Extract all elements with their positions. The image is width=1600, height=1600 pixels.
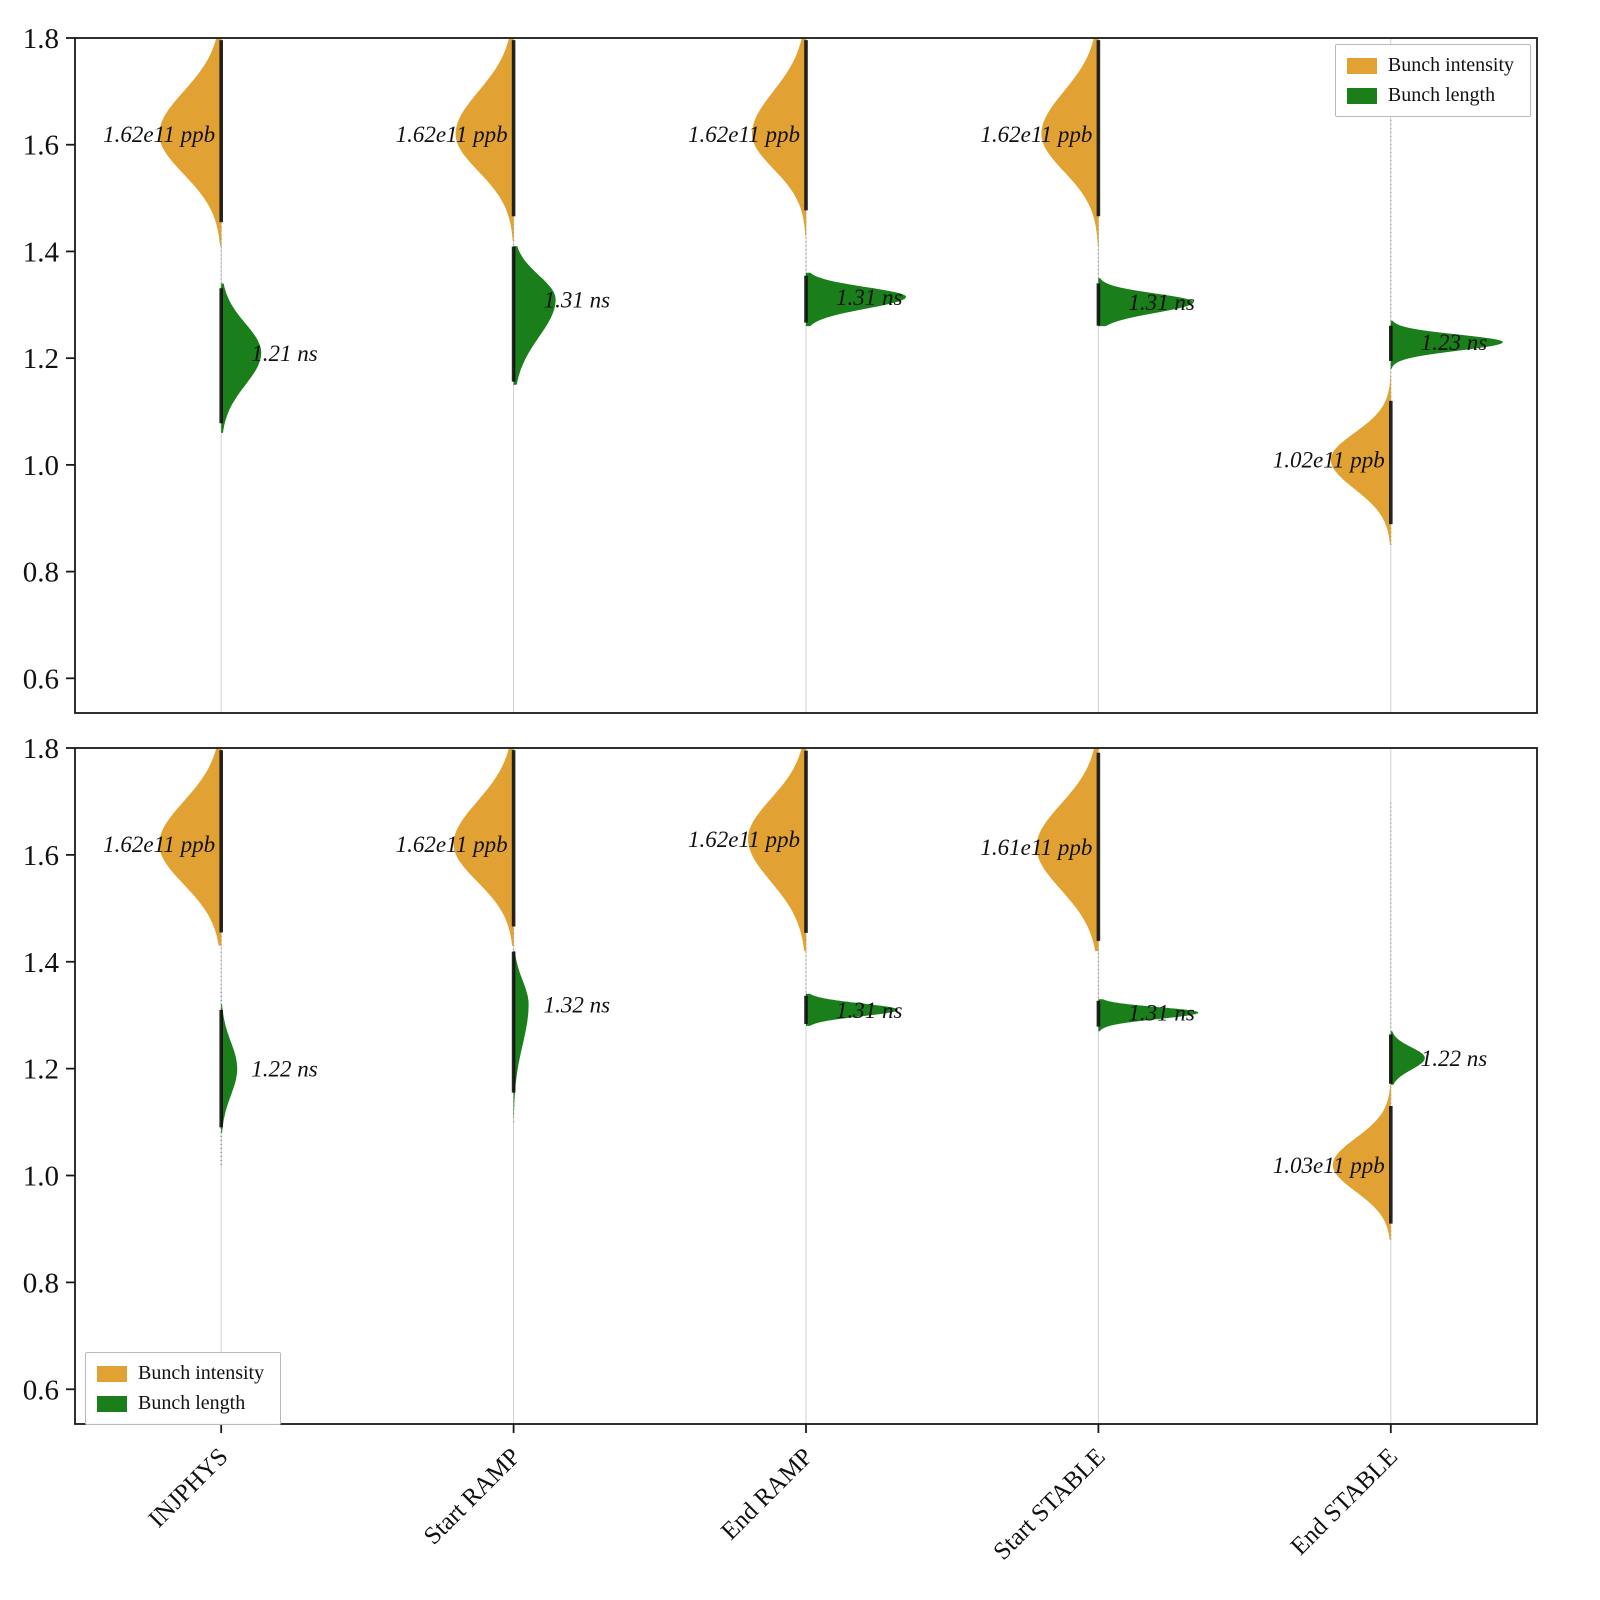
y-tick-label: 0.8 xyxy=(23,557,59,589)
y-tick-label: 1.0 xyxy=(23,450,59,482)
legend-swatch-icon xyxy=(97,1395,127,1412)
x-tick-label-start-stable: Start STABLE xyxy=(988,1443,1110,1565)
violin-bunch-length-end-ramp xyxy=(806,272,906,327)
violin-bunch-intensity-end-stable xyxy=(1330,374,1391,545)
violin-bunch-length-start-ramp xyxy=(513,951,529,1117)
x-tick-label-start-ramp: Start RAMP xyxy=(419,1443,526,1550)
violin-value-label: 1.03e11 ppb xyxy=(1273,1153,1385,1178)
y-tick-label: 1.6 xyxy=(23,840,59,872)
violin-bunch-intensity-start-ramp xyxy=(455,38,514,241)
violin-value-label: 1.21 ns xyxy=(251,341,318,366)
violin-value-label: 1.62e11 ppb xyxy=(103,122,215,147)
violin-value-label: 1.02e11 ppb xyxy=(1273,448,1385,473)
violin-bunch-intensity-end-ramp xyxy=(752,38,806,236)
y-tick-label: 1.0 xyxy=(23,1161,59,1193)
violin-bunch-length-injphys xyxy=(221,1004,238,1133)
violin-bunch-length-injphys xyxy=(221,283,262,433)
violin-bunch-intensity-start-stable xyxy=(1041,38,1099,247)
panel-bottom: 1.62e11 ppb 1.62e11 ppb 1.62e11 ppb 1.61e11… xyxy=(23,733,1538,1565)
violin-bunch-intensity-end-ramp xyxy=(748,748,806,952)
legend-entry-bunch-intensity: Bunch intensity xyxy=(1346,54,1514,77)
violin-value-label: 1.23 ns xyxy=(1421,330,1488,355)
legend-entry-bunch-intensity: Bunch intensity xyxy=(97,1362,264,1385)
legend-label: Bunch length xyxy=(138,1392,246,1414)
legend-swatch-icon xyxy=(97,1365,127,1382)
legend-swatch-icon xyxy=(1346,57,1377,74)
y-tick-label: 1.2 xyxy=(23,1054,59,1086)
x-tick-label-injphys: INJPHYS xyxy=(144,1443,234,1533)
legend-top-panel: Bunch intensity Bunch length xyxy=(1334,44,1531,117)
violin-value-label: 1.31 ns xyxy=(1128,290,1195,315)
x-tick-label-end-ramp: End RAMP xyxy=(716,1443,818,1545)
violin-value-label: 1.62e11 ppb xyxy=(688,122,800,147)
violin-value-label: 1.62e11 ppb xyxy=(396,122,508,147)
x-tick-label-end-stable: End STABLE xyxy=(1286,1443,1403,1560)
violin-value-label: 1.32 ns xyxy=(544,993,611,1018)
violin-value-label: 1.61e11 ppb xyxy=(980,835,1092,860)
violin-value-label: 1.62e11 ppb xyxy=(688,827,800,852)
panel-top: 1.62e11 ppb 1.62e11 ppb 1.62e11 ppb 1.62e11… xyxy=(23,23,1538,714)
violin-bunch-length-start-stable xyxy=(1098,999,1199,1032)
y-tick-label: 1.6 xyxy=(23,130,59,162)
violin-bunch-length-start-stable xyxy=(1098,278,1194,327)
violin-value-label: 1.31 ns xyxy=(836,998,903,1023)
legend-label: Bunch intensity xyxy=(138,1362,265,1384)
violin-value-label: 1.62e11 ppb xyxy=(396,832,508,857)
violin-bunch-length-start-ramp xyxy=(513,246,556,385)
violin-value-label: 1.62e11 ppb xyxy=(103,832,215,857)
violin-bunch-intensity-start-ramp xyxy=(453,748,514,946)
violin-bunch-intensity-injphys xyxy=(159,748,222,946)
y-tick-label: 0.8 xyxy=(23,1267,59,1299)
legend-entry-bunch-length: Bunch length xyxy=(1346,84,1514,107)
y-tick-label: 1.8 xyxy=(23,23,59,55)
violin-value-label: 1.31 ns xyxy=(836,285,903,310)
y-tick-label: 0.6 xyxy=(23,663,59,695)
violin-bunch-intensity-start-stable xyxy=(1036,748,1099,952)
y-tick-label: 1.4 xyxy=(23,947,60,979)
legend-label: Bunch length xyxy=(1387,84,1496,106)
violin-value-label: 1.22 ns xyxy=(1421,1046,1488,1071)
legend-bottom-panel: Bunch intensity Bunch length xyxy=(85,1352,282,1425)
violin-bunch-intensity-injphys xyxy=(159,38,222,247)
legend-entry-bunch-length: Bunch length xyxy=(97,1392,264,1415)
violin-value-label: 1.31 ns xyxy=(544,287,611,312)
axes-border xyxy=(74,37,1538,714)
violin-bunch-length-end-ramp xyxy=(806,993,898,1026)
violin-value-label: 1.62e11 ppb xyxy=(980,122,1092,147)
y-tick-label: 1.4 xyxy=(23,236,60,268)
y-tick-label: 0.6 xyxy=(23,1374,59,1406)
violin-value-label: 1.22 ns xyxy=(251,1057,318,1082)
legend-swatch-icon xyxy=(1346,87,1377,104)
y-tick-label: 1.2 xyxy=(23,343,59,375)
violin-bunch-intensity-end-stable xyxy=(1332,1084,1391,1240)
legend-label: Bunch intensity xyxy=(1387,54,1514,76)
violin-bunch-length-end-stable xyxy=(1390,320,1503,369)
violin-value-label: 1.31 ns xyxy=(1128,1001,1195,1026)
violin-bunch-length-end-stable xyxy=(1390,1031,1425,1085)
y-tick-label: 1.8 xyxy=(23,733,59,765)
